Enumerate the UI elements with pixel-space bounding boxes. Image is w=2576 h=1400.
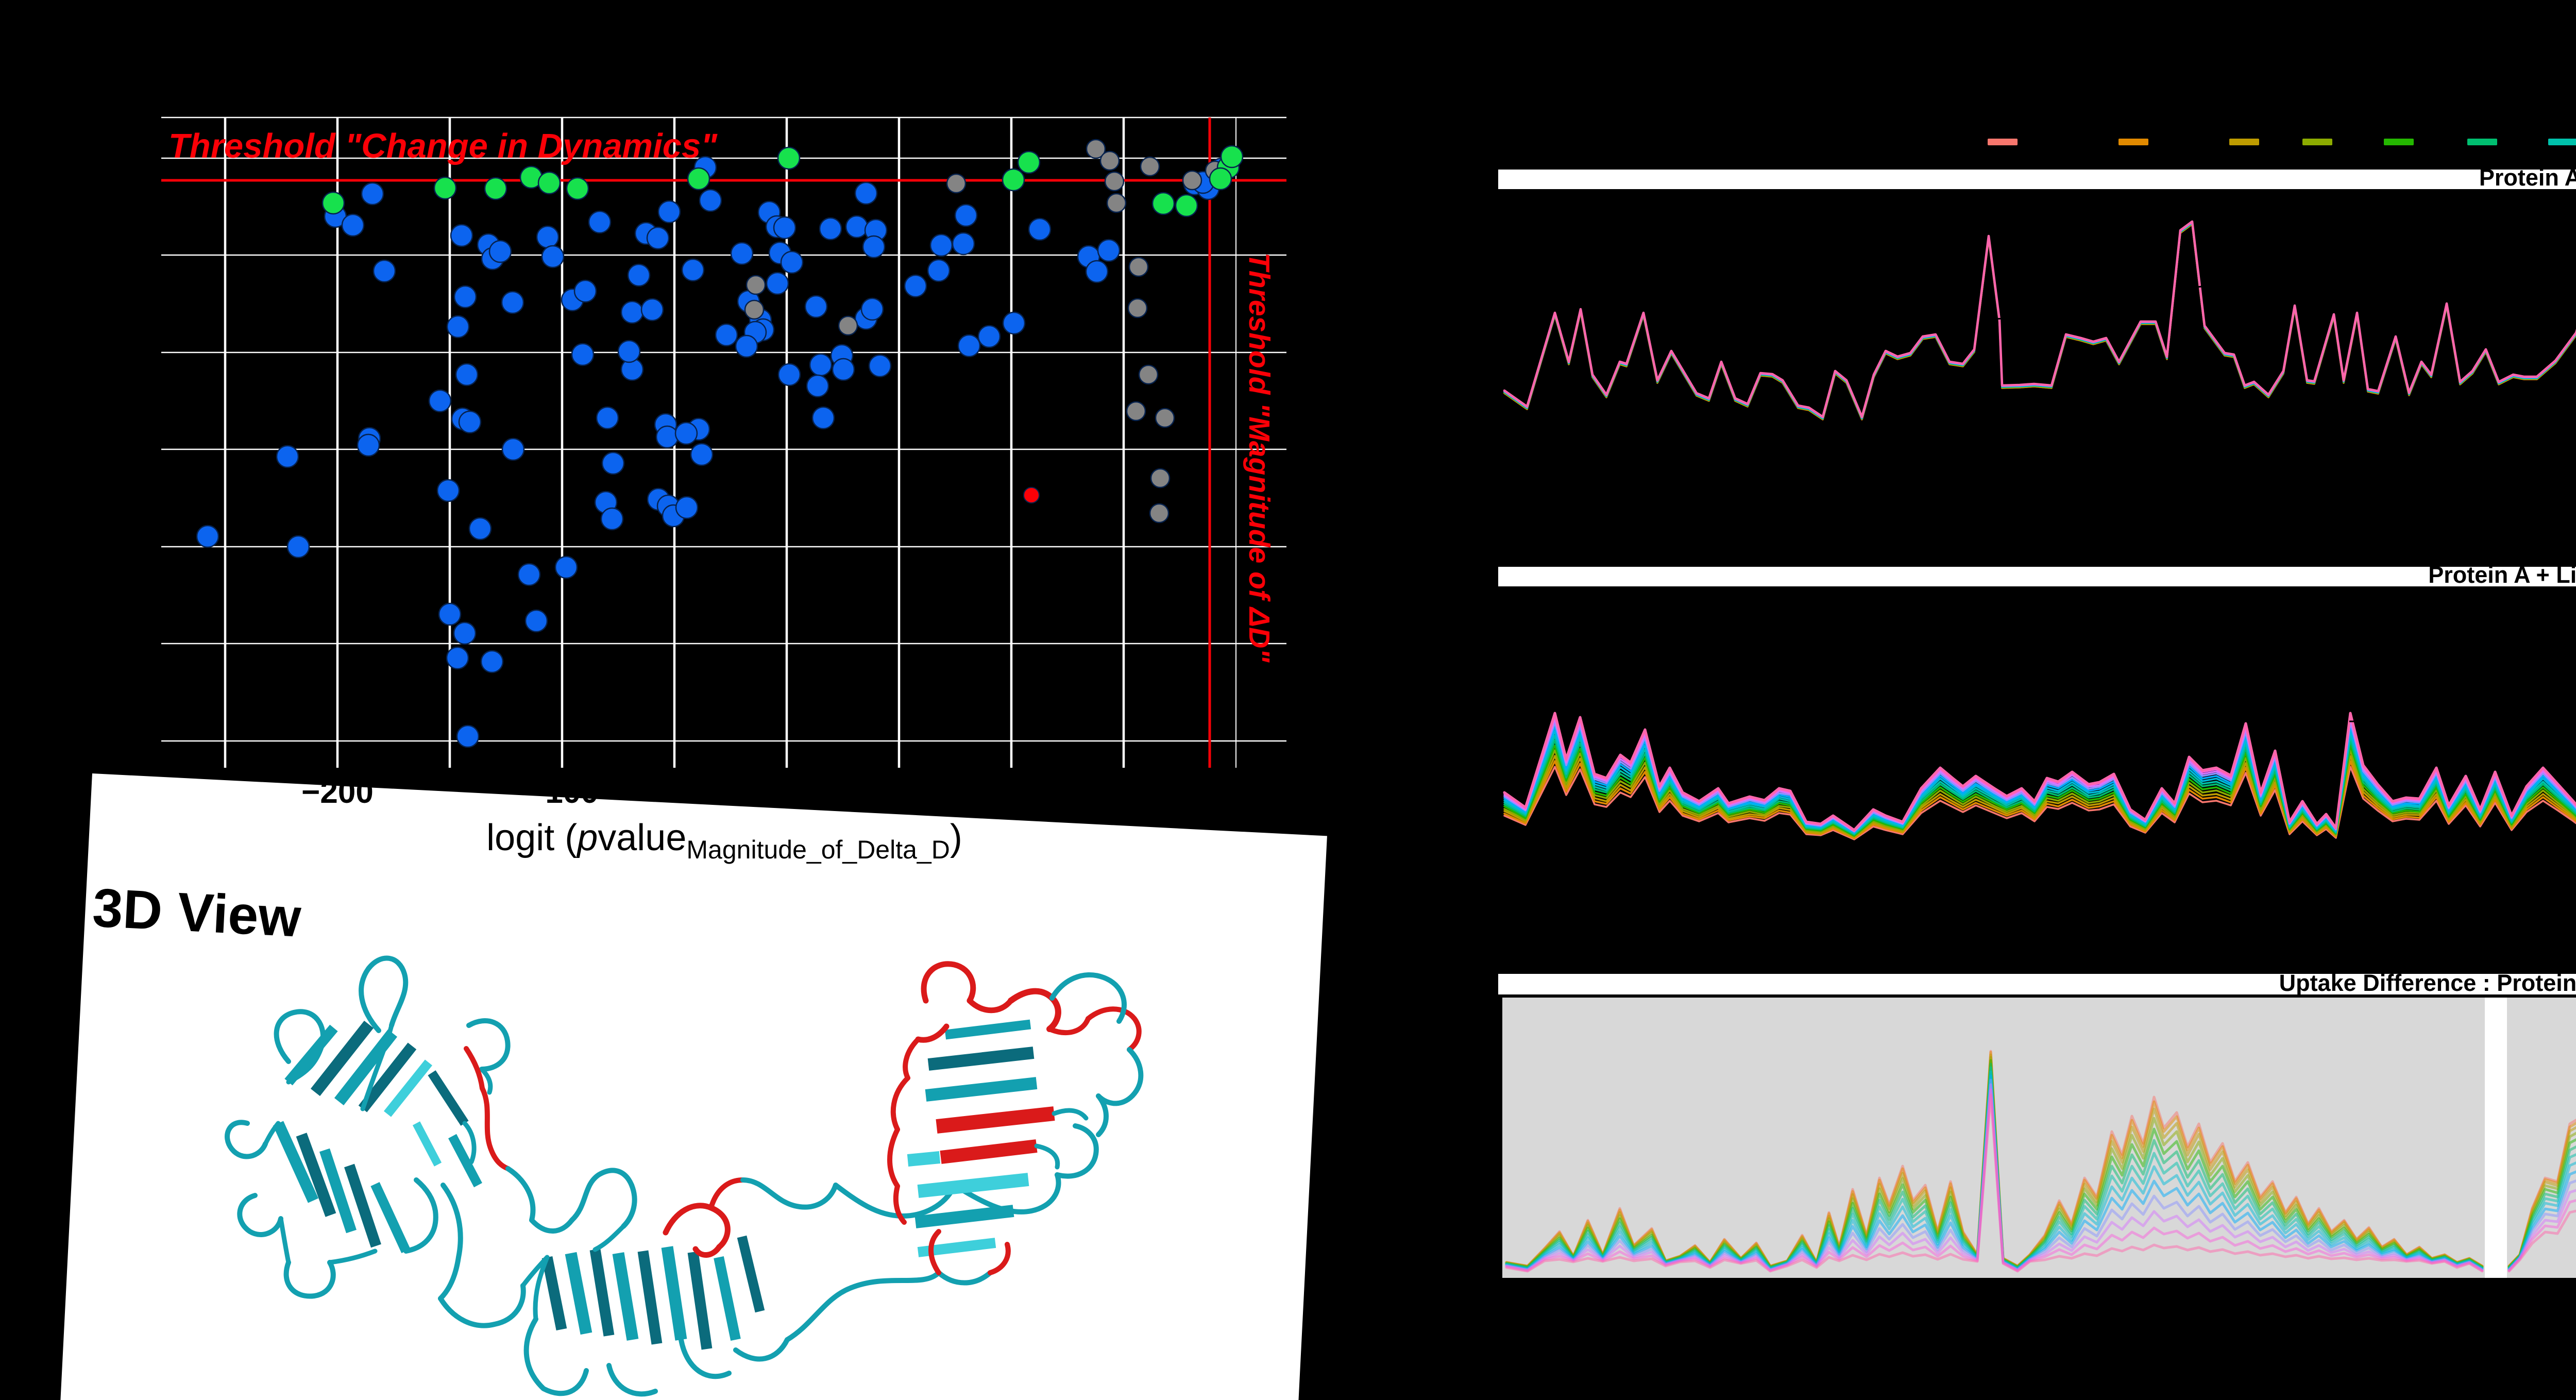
svg-text:logit (pvalueMagnitude_of_Delt: logit (pvalueMagnitude_of_Delta_D): [486, 817, 962, 864]
svg-text:Uptake Difference : Protein A: Uptake Difference : Protein A - (Protein…: [2279, 970, 2576, 996]
svg-text:Threshold "Magnitude of ΔD": Threshold "Magnitude of ΔD": [1243, 252, 1276, 663]
svg-text:Protein A: Protein A: [2479, 164, 2576, 191]
svg-text:−100: −100: [527, 774, 599, 810]
svg-text:Threshold "Change in Dynamics": Threshold "Change in Dynamics": [168, 127, 718, 165]
svg-text:Protein A + Ligand: Protein A + Ligand: [2428, 562, 2576, 588]
svg-text:−200: −200: [301, 774, 374, 810]
